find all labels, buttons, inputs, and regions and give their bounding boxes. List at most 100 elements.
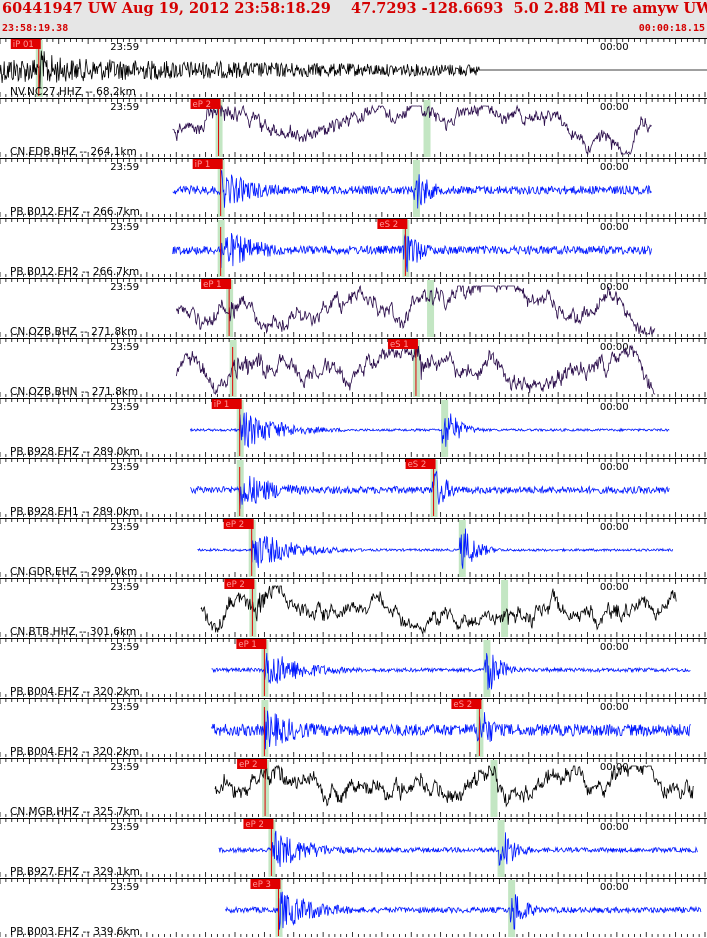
time-label: 23:59 (110, 222, 139, 233)
s-pick-flag (377, 219, 408, 229)
p-pick-label: eP 2 (245, 820, 263, 830)
waveform-trace (172, 170, 652, 209)
channel-label: PB.B003.EHZ -- 339.6km (10, 926, 140, 938)
time-ticks (0, 819, 706, 877)
channel-row: 23:59 00:00 eP 2 CN.GDR.EHZ -- 299.0km (0, 518, 707, 578)
waveform-trace (172, 233, 652, 272)
time-label: 23:59 (110, 342, 139, 353)
s-pick-flag (387, 339, 418, 349)
channel-row: 23:59 00:00 eP 2 PB.B927.EHZ -- 329.1km (0, 818, 707, 878)
channel-row: 23:59 00:00 eS 2 PB.B012.EH2 -- 266.7km (0, 218, 707, 278)
p-pick-label: eP 3 (252, 880, 270, 890)
waveform-trace (225, 891, 702, 930)
time-label: 23:59 (110, 702, 139, 713)
channel-row: 23:59 00:00 iP 01 NV.NC27.HHZ -- 68.2km (0, 38, 707, 98)
channel-label: CN.EDB.BHZ -- 264.1km (10, 146, 137, 158)
waveform-trace (200, 585, 677, 635)
channel-label: PB.B928.EH1 -- 289.0km (10, 506, 139, 518)
event-title: 60441947 UW Aug 19, 2012 23:58:18.29 47.… (2, 0, 707, 17)
s-pick-flag (451, 699, 482, 709)
channel-row: 23:59 00:00 eP 1 CN.OZB.BHZ -- 271.8km (0, 278, 707, 338)
time-label: 23:59 (110, 822, 139, 833)
time-ticks (0, 39, 706, 97)
channel-label: CN.BTB.HHZ -- 301.6km (10, 626, 136, 638)
waveform-trace (211, 710, 691, 750)
waveform-trace (211, 652, 691, 690)
channel-row: 23:59 00:00 iP 1 PB.B928.EHZ -- 289.0km (0, 398, 707, 458)
time-label: 23:59 (110, 762, 139, 773)
s-pick-flag (405, 459, 436, 469)
channel-row: 23:59 00:00 eS 2 PB.B928.EH1 -- 289.0km (0, 458, 707, 518)
time-ticks (0, 159, 706, 217)
channel-row: 23:59 00:00 iP 1 PB.B012.EHZ -- 266.7km (0, 158, 707, 218)
window-end-time: 00:00:18.15 (638, 23, 705, 34)
s-window-highlight (427, 280, 435, 337)
channel-label: PB.B004.EH2 -- 320.2km (10, 746, 139, 758)
s-pick-label: eS 2 (379, 220, 398, 230)
waveform-trace (197, 528, 674, 569)
time-label: 23:59 (110, 162, 139, 173)
channel-row: 23:59 00:00 eP 3 PB.B003.EHZ -- 339.6km (0, 878, 707, 938)
time-ticks (0, 399, 706, 457)
time-label: 00:00 (600, 522, 629, 533)
s-window-highlight (483, 640, 491, 697)
p-pick-label: iP 1 (195, 160, 211, 170)
time-label: 00:00 (600, 42, 629, 53)
channel-row: 23:59 00:00 eS 2 PB.B004.EH2 -- 320.2km (0, 698, 707, 758)
time-label: 00:00 (600, 762, 629, 773)
p-pick-flag (192, 159, 223, 169)
time-label: 00:00 (600, 702, 629, 713)
s-window-highlight (458, 520, 466, 577)
s-window-highlight (497, 820, 505, 877)
waveform-trace (175, 285, 656, 335)
s-pick-label: eS 2 (453, 700, 472, 710)
s-window-highlight (423, 100, 431, 157)
p-pick-flag (10, 39, 41, 49)
channel-label: CN.GDR.EHZ -- 299.0km (10, 566, 137, 578)
channel-label: CN.MGB.HHZ -- 325.7km (10, 806, 140, 818)
p-pick-label: eP 2 (226, 520, 244, 530)
time-label: 00:00 (600, 462, 629, 473)
p-pick-flag (243, 819, 274, 829)
p-pick-label: eP 2 (226, 580, 244, 590)
channel-label: CN.OZB.BHZ -- 271.8km (10, 326, 137, 338)
p-pick-flag (224, 579, 255, 589)
time-label: 00:00 (600, 582, 629, 593)
waveform-trace (0, 50, 707, 89)
channel-label: PB.B928.EHZ -- 289.0km (10, 446, 140, 458)
time-ticks (0, 519, 706, 577)
channel-row: 23:59 00:00 eS 1 CN.OZB.BHN -- 271.8km (0, 338, 707, 398)
s-pick-label: eS 2 (408, 460, 427, 470)
p-pick-flag (211, 399, 242, 409)
s-window-highlight (490, 760, 498, 817)
time-label: 00:00 (600, 162, 629, 173)
channel-label: CN.OZB.BHN -- 271.8km (10, 386, 138, 398)
channel-row: 23:59 00:00 eP 2 CN.BTB.HHZ -- 301.6km (0, 578, 707, 638)
p-pick-label: eP 1 (238, 640, 256, 650)
p-pick-flag (201, 279, 232, 289)
header-bar: 60441947 UW Aug 19, 2012 23:58:18.29 47.… (0, 0, 707, 38)
channel-row: 23:59 00:00 eP 1 PB.B004.EHZ -- 320.2km (0, 638, 707, 698)
time-label: 00:00 (600, 102, 629, 113)
window-start-time: 23:58:19.38 (2, 23, 69, 34)
time-label: 23:59 (110, 102, 139, 113)
time-label: 23:59 (110, 462, 139, 473)
time-label: 23:59 (110, 522, 139, 533)
channel-label: PB.B012.EHZ -- 266.7km (10, 206, 140, 218)
waveform-trace (214, 764, 694, 808)
p-pick-flag (237, 759, 268, 769)
channel-label: PB.B927.EHZ -- 329.1km (10, 866, 140, 878)
p-pick-flag (223, 519, 254, 529)
p-pick-label: iP 1 (214, 400, 230, 410)
time-ticks (0, 459, 706, 517)
p-pick-flag (236, 639, 267, 649)
p-pick-label: iP 01 (13, 40, 34, 50)
waveform-trace (172, 104, 652, 156)
waveform-trace (190, 470, 670, 509)
s-window-highlight (412, 160, 420, 217)
time-ticks (0, 639, 706, 697)
channel-label: PB.B012.EH2 -- 266.7km (10, 266, 139, 278)
time-label: 23:59 (110, 42, 139, 53)
time-ticks (0, 579, 706, 637)
